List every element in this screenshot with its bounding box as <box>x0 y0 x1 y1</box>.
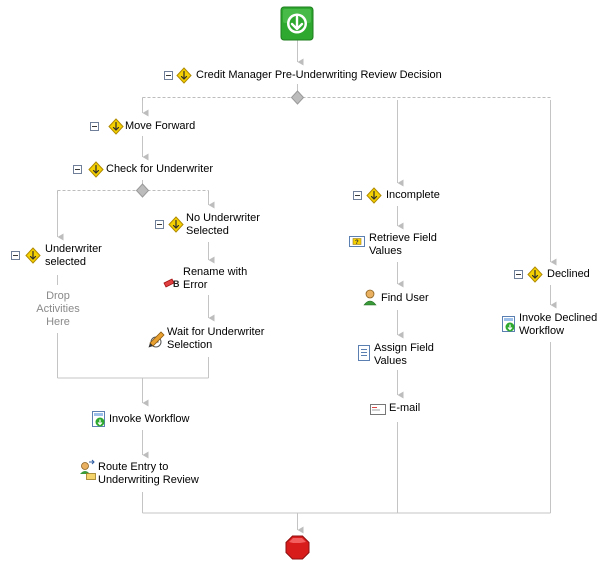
incomplete-label[interactable]: Incomplete <box>386 189 440 201</box>
no-underwriter-label[interactable]: No Underwriter Selected <box>186 212 260 237</box>
wait-pencil-clock-icon <box>148 331 165 348</box>
svg-text:?: ? <box>355 240 359 246</box>
invoke-workflow-icon <box>92 411 105 427</box>
check-underwriter-label[interactable]: Check for Underwriter <box>106 163 213 175</box>
retrieve-field-values-icon: ? <box>349 236 365 247</box>
rename-icon: B <box>163 278 180 289</box>
root-decision-diamond-icon <box>290 90 305 105</box>
route-entry-label[interactable]: Route Entry to Underwriting Review <box>98 461 199 486</box>
route-entry-icon <box>80 459 96 480</box>
branch-bars <box>57 97 551 194</box>
invoke-declined-workflow-icon <box>502 316 515 332</box>
rename-activity-label[interactable]: Rename with Error <box>183 266 248 291</box>
underwriter-selected-label[interactable]: Underwriter selected <box>45 243 102 268</box>
check-decision-diamond-icon <box>135 183 150 198</box>
retrieve-field-values-label[interactable]: Retrieve Field Values <box>369 232 437 257</box>
root-decision-label[interactable]: Credit Manager Pre-Underwriting Review D… <box>196 69 442 81</box>
declined-label[interactable]: Declined <box>547 268 590 280</box>
move-forward-label[interactable]: Move Forward <box>125 120 196 132</box>
drop-activities-placeholder: Drop Activities Here <box>36 290 80 328</box>
stop-octagon-icon[interactable] <box>285 535 310 560</box>
assign-field-values-icon <box>358 345 370 361</box>
find-user-icon <box>363 289 377 306</box>
invoke-declined-label[interactable]: Invoke Declined Workflow <box>519 312 598 337</box>
start-arrow-icon[interactable] <box>280 6 314 41</box>
find-user-label[interactable]: Find User <box>381 292 429 304</box>
email-label[interactable]: E-mail <box>389 402 421 414</box>
wait-activity-label[interactable]: Wait for Underwriter Selection <box>167 326 265 351</box>
email-envelope-icon <box>370 404 386 415</box>
assign-field-values-label[interactable]: Assign Field Values <box>374 342 434 367</box>
svg-text:B: B <box>173 279 180 289</box>
invoke-workflow-label[interactable]: Invoke Workflow <box>109 413 190 425</box>
connectors <box>57 40 557 534</box>
